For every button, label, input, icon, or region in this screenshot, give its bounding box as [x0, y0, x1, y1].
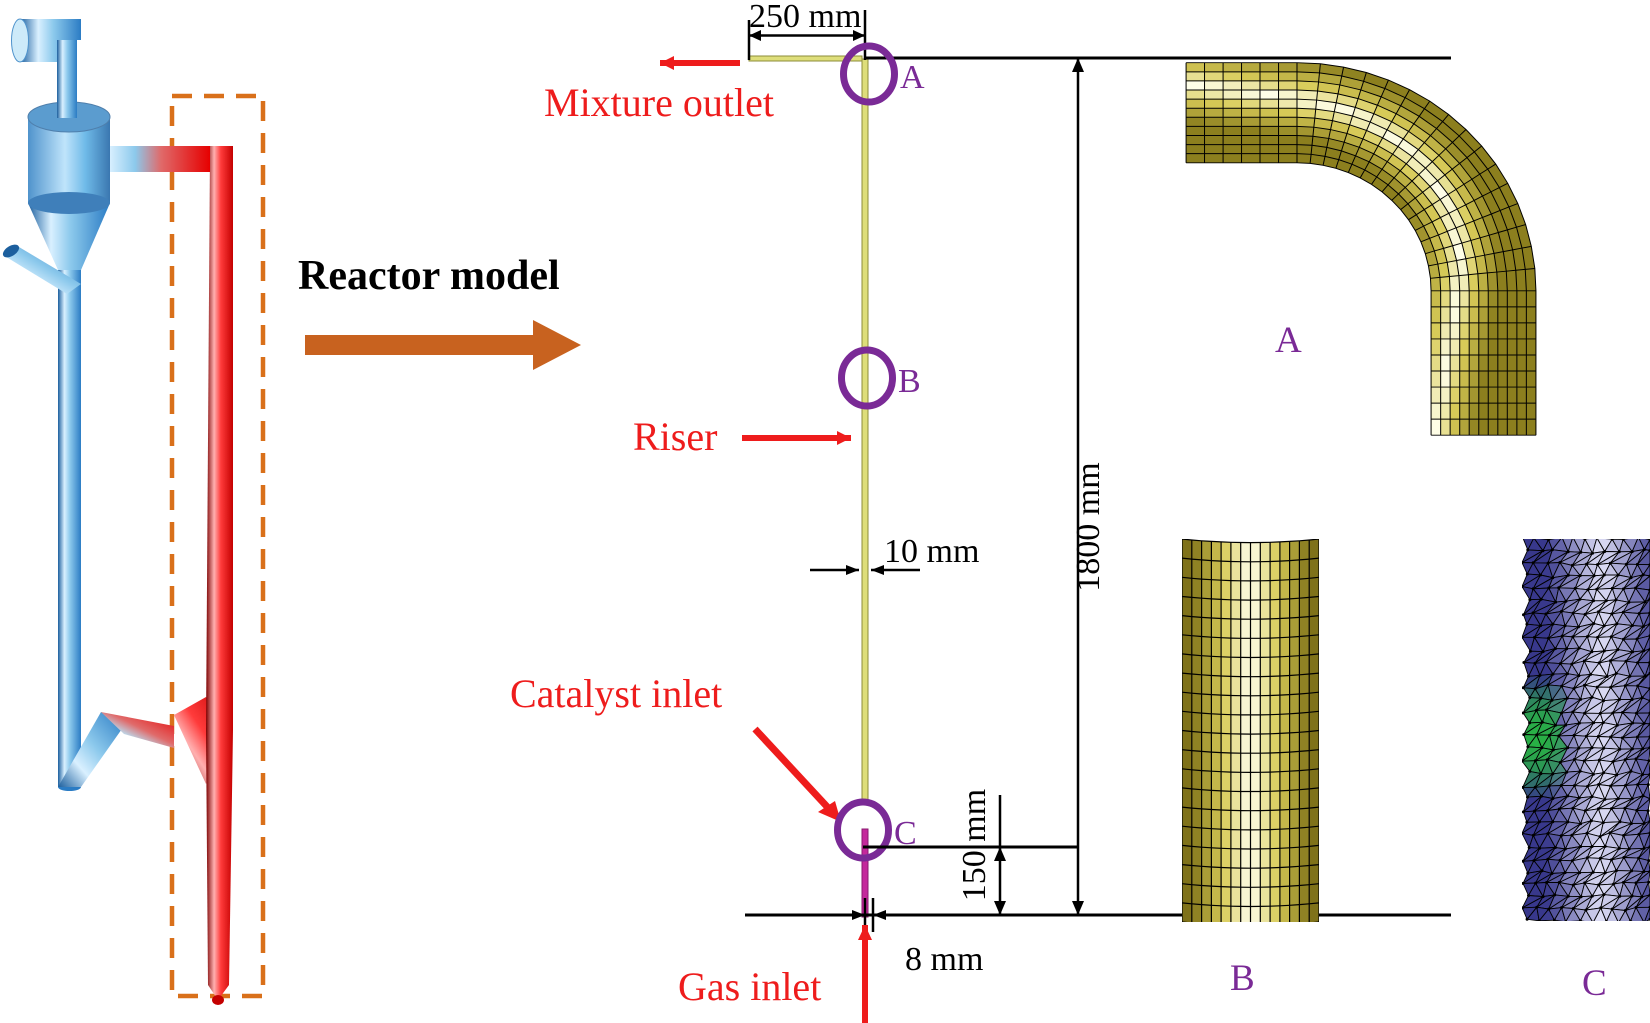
svg-text:150 mm: 150 mm	[956, 789, 993, 901]
svg-text:1800 mm: 1800 mm	[1070, 462, 1107, 591]
svg-text:A: A	[900, 59, 925, 96]
svg-text:Gas inlet: Gas inlet	[678, 964, 821, 1009]
svg-text:B: B	[898, 363, 921, 400]
svg-text:8 mm: 8 mm	[905, 941, 983, 978]
svg-text:10 mm: 10 mm	[884, 533, 979, 570]
svg-text:B: B	[1230, 958, 1255, 999]
svg-text:Mixture outlet: Mixture outlet	[544, 80, 774, 125]
svg-text:250 mm: 250 mm	[749, 0, 861, 35]
svg-text:Catalyst inlet: Catalyst inlet	[510, 671, 722, 716]
svg-text:Riser: Riser	[633, 414, 717, 459]
svg-text:C: C	[1582, 963, 1607, 1004]
